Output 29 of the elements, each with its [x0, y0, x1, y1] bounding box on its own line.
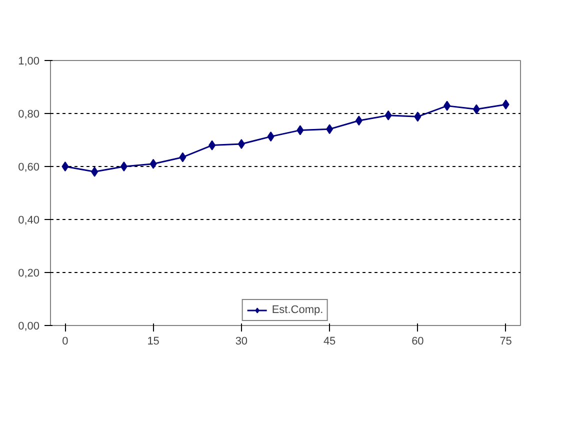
x-tick-label: 45 [323, 336, 336, 348]
point [179, 152, 186, 162]
x-tick-label: 30 [235, 336, 248, 348]
point [384, 110, 392, 120]
point [120, 162, 128, 172]
point [414, 112, 422, 122]
y-tick-label: 0,60 [18, 162, 40, 174]
point [208, 140, 216, 150]
y-tick-label: 0,40 [18, 214, 40, 226]
point [444, 100, 451, 111]
point [238, 138, 245, 149]
y-tick-label: 0,00 [18, 320, 40, 332]
y-tick-label: 0,20 [18, 268, 40, 280]
x-tick-label: 60 [412, 336, 424, 348]
point [91, 166, 98, 177]
point [326, 124, 334, 134]
point [502, 99, 510, 110]
point [150, 158, 157, 169]
y-tick-label: 0,80 [18, 108, 40, 120]
x-tick-label: 75 [500, 336, 512, 348]
point [296, 125, 304, 136]
point [472, 104, 480, 114]
legend-label: Est.Comp. [272, 304, 324, 316]
point [267, 132, 274, 142]
y-tick-label: 1,00 [18, 56, 40, 68]
point [355, 116, 362, 126]
x-tick-label: 15 [147, 336, 160, 348]
point [62, 162, 69, 172]
x-tick-label: 0 [62, 336, 68, 348]
